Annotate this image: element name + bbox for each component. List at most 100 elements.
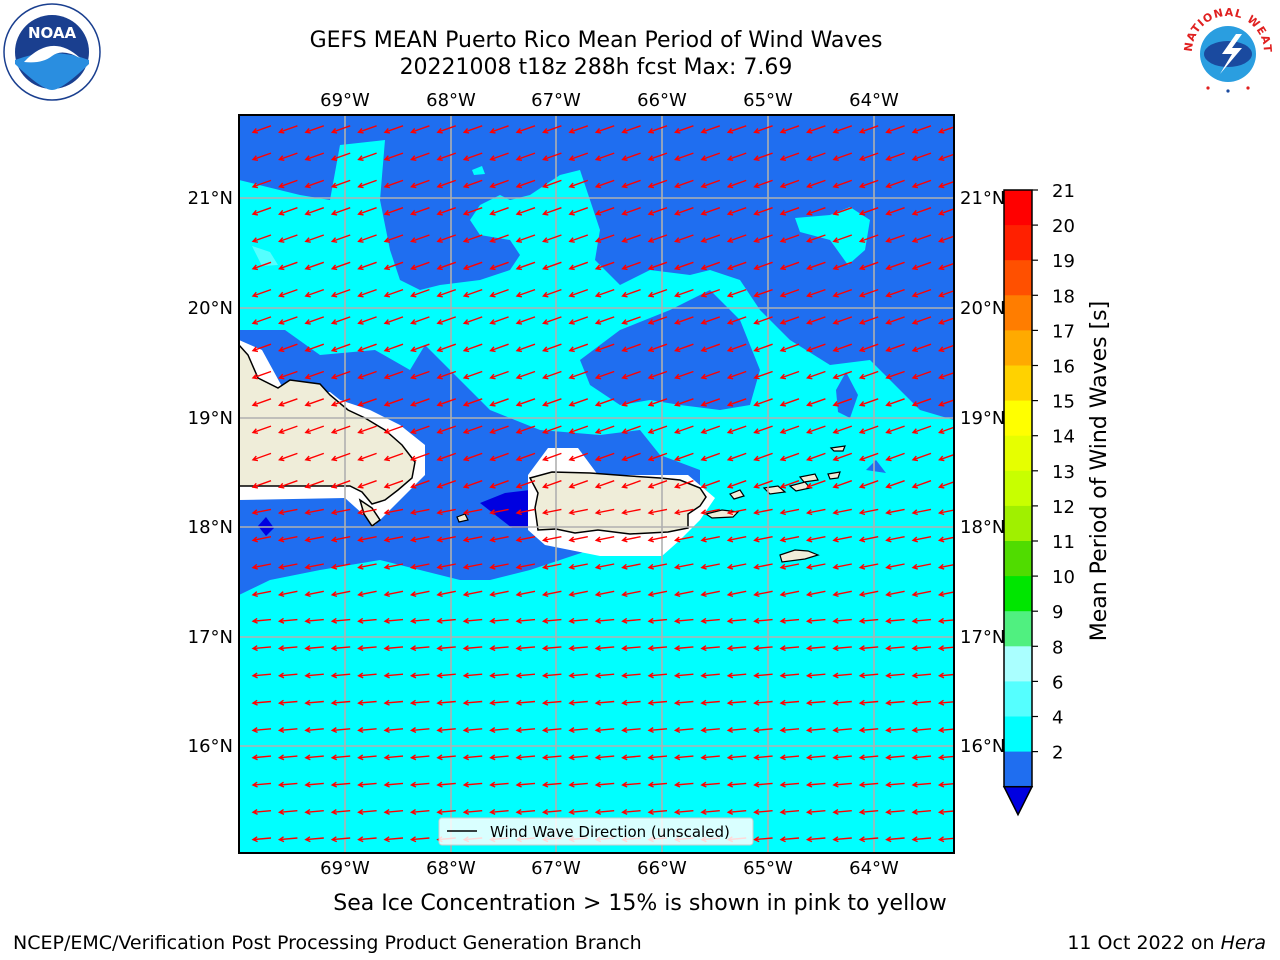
wind-wave-arrow [515,288,536,298]
wind-wave-arrow [542,207,562,216]
wind-wave-arrow [515,727,536,734]
wind-wave-arrow [753,288,773,298]
wind-wave-arrow [594,370,615,380]
wind-wave-arrow [938,208,954,216]
wind-wave-arrow [304,288,325,298]
wind-wave-arrow [674,480,694,489]
wind-wave-arrow [938,317,954,325]
wind-wave-arrow [515,480,536,489]
wind-wave-arrow [330,125,351,134]
noaa-logo-text: NOAA [28,24,77,42]
wind-wave-arrow [357,398,377,407]
ocean-period-2-4 [239,115,954,420]
land-anegada [827,471,841,480]
lon-label: 68°W [426,858,476,879]
wind-wave-arrow [383,645,404,652]
wind-wave-arrow [858,590,879,598]
wind-wave-arrow [462,617,483,624]
wind-wave-arrow [489,288,509,298]
wind-wave-arrow [357,261,377,271]
wind-wave-arrow [594,343,615,353]
map-gridlines [239,115,954,853]
wind-wave-arrow [330,781,351,788]
wind-wave-arrow [726,288,747,298]
wind-wave-arrow [753,316,773,325]
wind-wave-arrow [278,370,298,380]
wind-wave-arrow [594,179,615,189]
colorbar-tick-label: 16 [1052,357,1075,378]
wind-wave-arrow [541,563,562,570]
wind-wave-arrow [805,808,826,815]
wind-wave-arrow [700,480,721,489]
footer-date: 11 Oct 2022 on Hera [1067,932,1266,954]
wind-wave-arrow [462,452,483,462]
wind-wave-arrow [700,398,721,407]
wind-wave-arrow [753,754,773,761]
colorbar-segment [1004,681,1032,717]
wind-wave-arrow [806,452,826,462]
wind-wave-arrow [647,398,668,407]
wind-wave-arrow [409,645,430,652]
wind-wave-arrow [753,672,773,679]
lon-labels-top: 69°W 68°W 67°W 66°W 65°W 64°W [320,90,899,111]
wind-wave-arrow [410,343,430,353]
wind-wave-arrow [832,536,852,543]
wind-wave-arrow [911,152,932,161]
wind-wave-arrow [885,452,905,462]
wind-wave-arrow [832,234,853,243]
wind-wave-arrow [805,836,826,843]
ocean-period-2-4 [836,372,858,418]
wind-wave-arrow [383,179,404,189]
land-sombrero [829,445,846,452]
wind-wave-arrow [568,234,589,243]
wind-wave-arrow [621,808,641,815]
lon-labels-bottom: 69°W 68°W 67°W 66°W 65°W 64°W [320,858,899,879]
wind-wave-arrow [700,343,721,353]
lat-label: 21°N [188,188,233,209]
wind-wave-arrow [753,152,773,161]
wind-wave-arrow [357,370,377,380]
lat-label: 16°N [960,736,1005,757]
wind-wave-arrow [806,234,826,243]
wind-wave-arrow [410,480,430,489]
wind-wave-arrow [383,398,404,407]
wind-wave-arrow [436,234,457,243]
colorbar-extend-triangle [1002,785,1034,817]
wind-wave-arrow [304,808,324,815]
wind-wave-arrow [568,125,589,134]
wind-wave-arrow [647,672,668,679]
wind-wave-arrow [885,781,905,788]
wind-wave-arrow [251,699,272,706]
colorbar-segment [1004,576,1032,612]
wind-wave-arrow [673,699,694,706]
wind-wave-arrow [779,508,800,516]
wind-wave-arrow [409,727,430,734]
wind-wave-arrow [647,452,668,462]
wind-wave-arrow [278,425,298,434]
wind-wave-arrow [858,261,879,271]
wind-wave-arrow [541,617,562,624]
wind-wave-arrow [436,398,457,407]
wind-wave-arrow [436,316,457,325]
wind-wave-arrow [805,590,826,598]
wind-wave-arrow [700,234,721,243]
wind-wave-arrow [489,617,509,624]
wind-wave-arrow [621,288,641,298]
colorbar-tick-label: 15 [1052,392,1075,413]
wind-wave-arrow [568,699,588,706]
wind-wave-arrow [436,672,456,679]
wind-wave-arrow [410,370,430,380]
wind-wave-arrow [700,288,721,298]
wind-wave-arrow [383,781,404,788]
wind-wave-arrow [541,645,562,652]
wind-wave-arrow [594,234,615,243]
lat-label: 20°N [188,298,233,319]
wind-wave-arrow [621,617,641,624]
wind-wave-arrow [330,508,351,516]
wind-wave-arrow [383,590,404,598]
wind-wave-arrow [885,370,905,380]
wind-wave-arrow [621,645,641,652]
wind-wave-arrow [832,508,852,516]
wind-wave-arrow [647,590,668,598]
wind-wave-arrow [753,261,773,271]
